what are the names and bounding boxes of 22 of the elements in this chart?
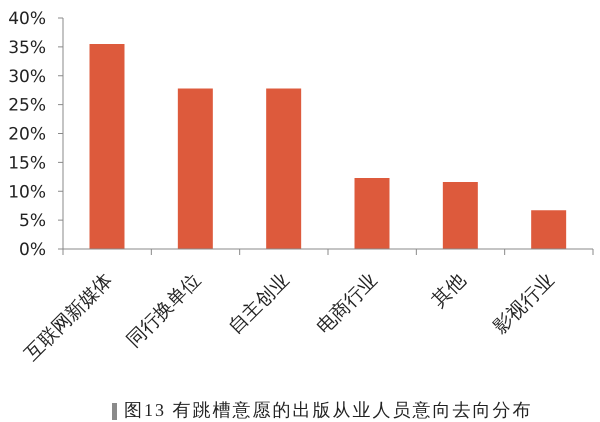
bar: [531, 210, 566, 249]
bar: [354, 178, 390, 249]
bar: [90, 44, 124, 249]
y-tick-label: 10%: [8, 182, 46, 202]
y-tick-label: 5%: [19, 211, 46, 232]
y-tick-label: 35%: [8, 38, 46, 58]
x-tick-label: 其他: [428, 268, 470, 312]
text: 图13 有跳槽意愿的出版从业人员意向去向分布: [124, 399, 532, 422]
y-tick-label: 40%: [8, 9, 46, 30]
y-tick-label: 20%: [8, 124, 46, 145]
y-tick-label: 0%: [19, 240, 46, 260]
y-tick-label: 15%: [8, 153, 46, 174]
y-tick-label: 30%: [8, 66, 46, 87]
bar: [178, 88, 213, 249]
x-tick-label: 影视行业: [489, 268, 558, 338]
bar: [442, 182, 478, 249]
bar: [266, 88, 302, 249]
x-tick-label: 自主创业: [224, 268, 294, 338]
y-tick-label: 25%: [8, 96, 46, 116]
x-tick-label: 互联网新媒体: [20, 268, 117, 366]
x-tick-label: 电商行业: [312, 268, 382, 338]
x-tick-label: 同行换单位: [122, 268, 206, 352]
